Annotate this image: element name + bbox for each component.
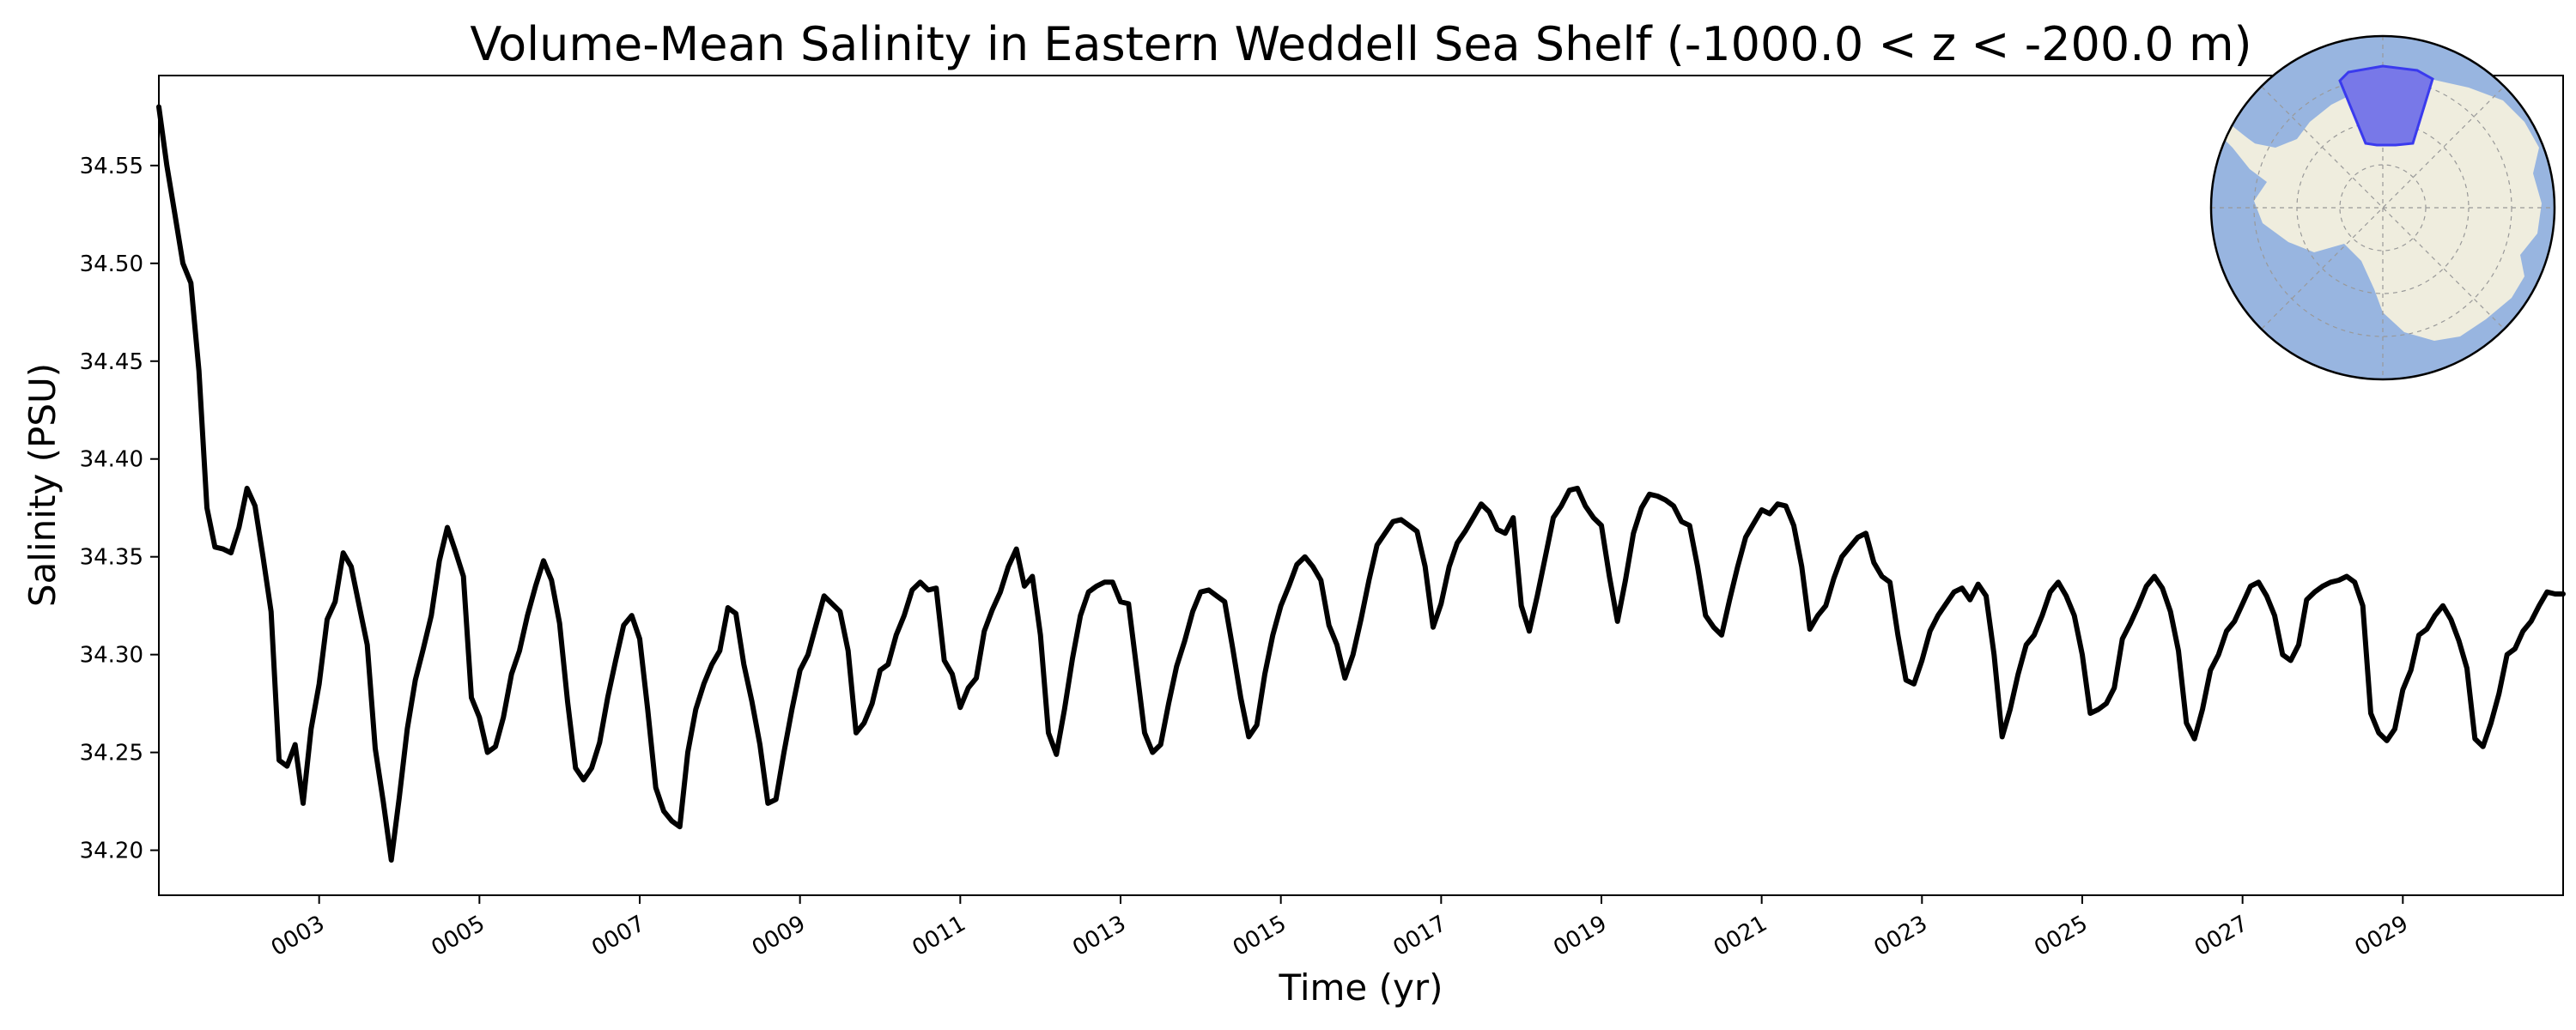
x-tick-label: 0003: [267, 911, 329, 961]
x-axis-ticks: 0003 0005 0007 0009 0011 0013 0015 0017 0019 0021…: [267, 895, 2413, 961]
x-tick-label: 0023: [1870, 911, 1932, 961]
x-tick-label: 0009: [748, 911, 810, 961]
map-border: [2209, 34, 2556, 381]
plot-frame: [158, 75, 2564, 896]
antarctica-landmass: [2220, 79, 2542, 341]
y-tick-label: 34.45: [80, 349, 143, 375]
x-tick-label: 0025: [2030, 911, 2092, 961]
x-axis-label: Time (yr): [1278, 966, 1443, 1009]
x-tick-label: 0029: [2351, 911, 2413, 961]
y-tick-label: 34.35: [80, 545, 143, 571]
y-tick-label: 34.20: [80, 839, 143, 864]
y-tick-label: 34.50: [80, 251, 143, 277]
chart-title: Volume-Mean Salinity in Eastern Weddell …: [470, 17, 2251, 71]
x-tick-label: 0019: [1549, 911, 1611, 961]
x-tick-label: 0015: [1229, 911, 1291, 961]
y-axis-ticks: 34.20 34.25 34.30 34.35 34.40 34.45 34.50 34.55: [80, 154, 159, 864]
x-tick-label: 0007: [587, 911, 649, 961]
y-tick-label: 34.55: [80, 154, 143, 179]
x-tick-label: 0011: [908, 911, 970, 961]
x-tick-label: 0017: [1389, 911, 1451, 961]
x-tick-label: 0005: [428, 911, 489, 961]
salinity-series-line: [156, 104, 2566, 863]
x-tick-label: 0027: [2190, 911, 2252, 961]
y-tick-label: 34.30: [80, 643, 143, 669]
y-tick-label: 34.25: [80, 741, 143, 766]
antarctica-inset-map: [2209, 34, 2556, 381]
x-tick-label: 0021: [1710, 911, 1771, 961]
x-tick-label: 0013: [1068, 911, 1130, 961]
eastern-weddell-shelf-region: [2338, 64, 2434, 147]
y-axis-label: Salinity (PSU): [21, 363, 64, 607]
y-tick-label: 34.40: [80, 447, 143, 473]
